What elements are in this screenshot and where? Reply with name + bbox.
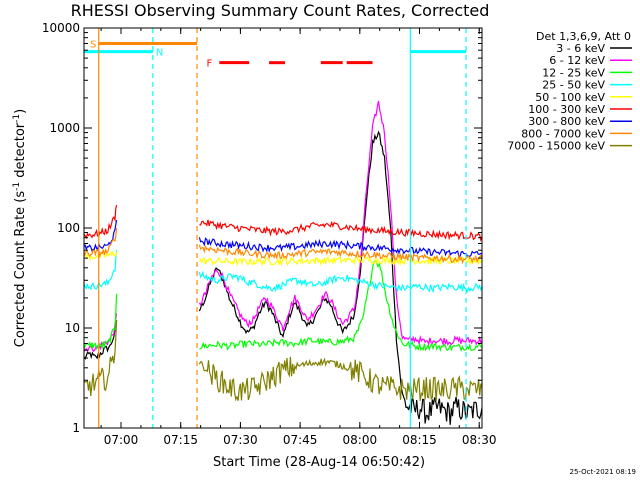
flag-label-n: N <box>156 48 163 59</box>
series-layer <box>83 100 483 425</box>
legend-label-100-300-kev: 100 - 300 keV <box>528 103 605 116</box>
series-line-3-6-kev <box>83 130 483 425</box>
series-line-12-25-kev <box>83 258 482 353</box>
legend-label-12-25-kev: 12 - 25 keV <box>542 66 605 79</box>
flag-layer: S N F <box>84 39 467 70</box>
series-line-800-7000-kev <box>83 227 483 265</box>
legend-label-50-100-kev: 50 - 100 keV <box>535 91 605 104</box>
x-axis-label: Start Time (28-Aug-14 06:50:42) <box>213 455 425 470</box>
orbit-marker-layer <box>98 28 467 428</box>
y-axis-label-sup1: -1 <box>12 182 22 191</box>
legend-label-25-50-kev: 25 - 50 keV <box>542 79 605 92</box>
series-line-7000-15000-kev <box>83 320 483 402</box>
y-tick-label-100: 100 <box>57 221 80 235</box>
series-line-100-300-kev <box>83 204 483 243</box>
y-axis-label-sup2: -1 <box>12 114 22 123</box>
x-tick-label-07-30: 07:30 <box>223 433 258 447</box>
x-tick-label-08-30: 08:30 <box>462 433 497 447</box>
legend-label-800-7000-kev: 800 - 7000 keV <box>521 127 605 140</box>
series-line-300-800-kev <box>83 219 483 258</box>
x-tick-label-07-00: 07:00 <box>104 433 139 447</box>
y-tick-label-1: 1 <box>72 421 80 435</box>
y-tick-label-1000: 1000 <box>49 121 80 135</box>
x-tick-label-08-00: 08:00 <box>343 433 378 447</box>
chart-title: RHESSI Observing Summary Count Rates, Co… <box>71 1 490 20</box>
x-tick-label-07-15: 07:15 <box>163 433 198 447</box>
legend-label-3-6-kev: 3 - 6 keV <box>556 42 605 55</box>
series-line-6-12-kev <box>83 100 483 353</box>
y-axis-label-main: Corrected Count Rate (s <box>13 191 28 348</box>
series-line-25-50-kev <box>83 250 483 294</box>
flag-label-s: S <box>90 39 96 50</box>
x-tick-label-07-45: 07:45 <box>283 433 318 447</box>
flag-label-f: F <box>206 59 212 70</box>
y-axis-label-mid: detector <box>13 122 28 182</box>
legend-label-6-12-kev: 6 - 12 keV <box>549 54 605 67</box>
x-tick-label-08-15: 08:15 <box>402 433 437 447</box>
legend-header: Det 1,3,6,9, Att 0 <box>536 30 631 43</box>
y-tick-label-10000: 10000 <box>42 21 80 35</box>
legend-label-7000-15000-kev: 7000 - 15000 keV <box>507 140 605 153</box>
y-tick-label-10: 10 <box>65 321 80 335</box>
legend-label-300-800-kev: 300 - 800 keV <box>528 115 605 128</box>
timestamp: 25-Oct-2021 08:19 <box>570 468 636 476</box>
y-axis-label-end: ) <box>13 109 28 114</box>
axis-layer: 07:00 07:15 07:30 07:45 08:00 08:15 08:30 1 10 10… <box>42 21 497 447</box>
y-axis-label: Corrected Count Rate (s-1 detector-1) <box>12 109 28 347</box>
